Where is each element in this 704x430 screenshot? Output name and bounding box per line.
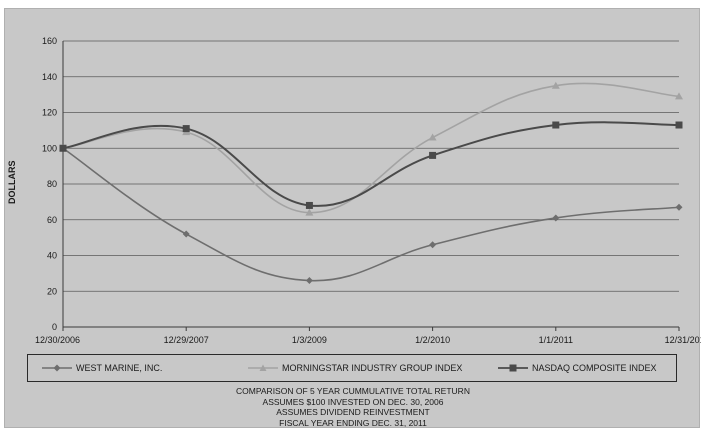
- y-tick-label: 100: [42, 143, 57, 153]
- series-line-west-marine-inc: [62, 147, 680, 282]
- x-tick-label: 12/30/2006: [35, 335, 80, 345]
- chart-caption: COMPARISON OF 5 YEAR CUMMULATIVE TOTAL R…: [5, 386, 701, 428]
- data-point-morningstar-industry-group-index: [551, 81, 560, 89]
- chart-frame: 0 20 40 60 80 100 120 140 160 12/30/2006 12/29/200…: [4, 8, 701, 428]
- legend-swatch-morningstar: [248, 364, 278, 371]
- caption-line-3: ASSUMES DIVIDEND REINVESTMENT: [276, 407, 430, 417]
- y-tick-label: 120: [42, 108, 57, 118]
- legend-swatch-nasdaq: [498, 364, 528, 372]
- caption-line-1: COMPARISON OF 5 YEAR CUMMULATIVE TOTAL R…: [236, 386, 470, 396]
- data-point-west-marine-inc: [429, 241, 437, 249]
- x-tick-label: 1/3/2009: [292, 335, 327, 345]
- data-point-nasdaq-composite-index: [429, 151, 437, 159]
- legend-label-morningstar: MORNINGSTAR INDUSTRY GROUP INDEX: [282, 363, 463, 373]
- caption-line-2: ASSUMES $100 INVESTED ON DEC. 30, 2006: [262, 396, 444, 407]
- y-axis-label: DOLLARS: [7, 160, 17, 205]
- data-point-west-marine-inc: [305, 277, 313, 285]
- y-tick-label: 80: [47, 179, 57, 189]
- data-point-nasdaq-composite-index: [305, 201, 313, 209]
- data-point-morningstar-industry-group-index: [675, 92, 683, 100]
- data-point-nasdaq-composite-index: [182, 125, 190, 133]
- data-point-west-marine-inc: [675, 203, 683, 211]
- x-tick-label: 12/29/2007: [164, 335, 209, 345]
- data-point-west-marine-inc: [182, 230, 190, 238]
- series-line-morningstar-industry-group-index: [62, 82, 680, 214]
- y-tick-label: 140: [42, 72, 57, 82]
- plot-area: 0 20 40 60 80 100 120 140 160 12/30/2006 12/29/200…: [35, 36, 701, 345]
- y-tick-label: 60: [47, 215, 57, 225]
- data-point-nasdaq-composite-index: [552, 121, 560, 129]
- data-point-morningstar-industry-group-index: [305, 208, 314, 216]
- y-tick-label: 0: [52, 322, 57, 332]
- legend-item-west-marine: WEST MARINE, INC.: [42, 363, 162, 373]
- legend-item-morningstar: MORNINGSTAR INDUSTRY GROUP INDEX: [248, 363, 462, 373]
- legend-item-nasdaq: NASDAQ COMPOSITE INDEX: [498, 363, 657, 373]
- x-tick-label: 1/1/2011: [539, 335, 573, 345]
- x-tick-label: 1/2/2010: [415, 335, 450, 345]
- data-point-morningstar-industry-group-index: [428, 133, 437, 141]
- data-point-nasdaq-composite-index: [59, 144, 67, 152]
- data-point-nasdaq-composite-index: [675, 121, 683, 129]
- y-tick-label: 160: [42, 36, 57, 46]
- legend-swatch-west-marine: [42, 364, 72, 372]
- data-point-west-marine-inc: [552, 214, 560, 222]
- legend-label-nasdaq: NASDAQ COMPOSITE INDEX: [532, 363, 657, 373]
- series-line-nasdaq-composite-index: [62, 121, 680, 207]
- x-tick-label: 12/31/2011: [665, 335, 701, 345]
- y-tick-label: 40: [47, 251, 57, 261]
- legend-label-west-marine: WEST MARINE, INC.: [76, 363, 163, 373]
- legend: WEST MARINE, INC. MORNINGSTAR INDUSTRY G…: [27, 354, 677, 382]
- caption-line-4: FISCAL YEAR ENDING DEC. 31, 2011: [279, 417, 427, 428]
- y-tick-label: 20: [47, 286, 57, 296]
